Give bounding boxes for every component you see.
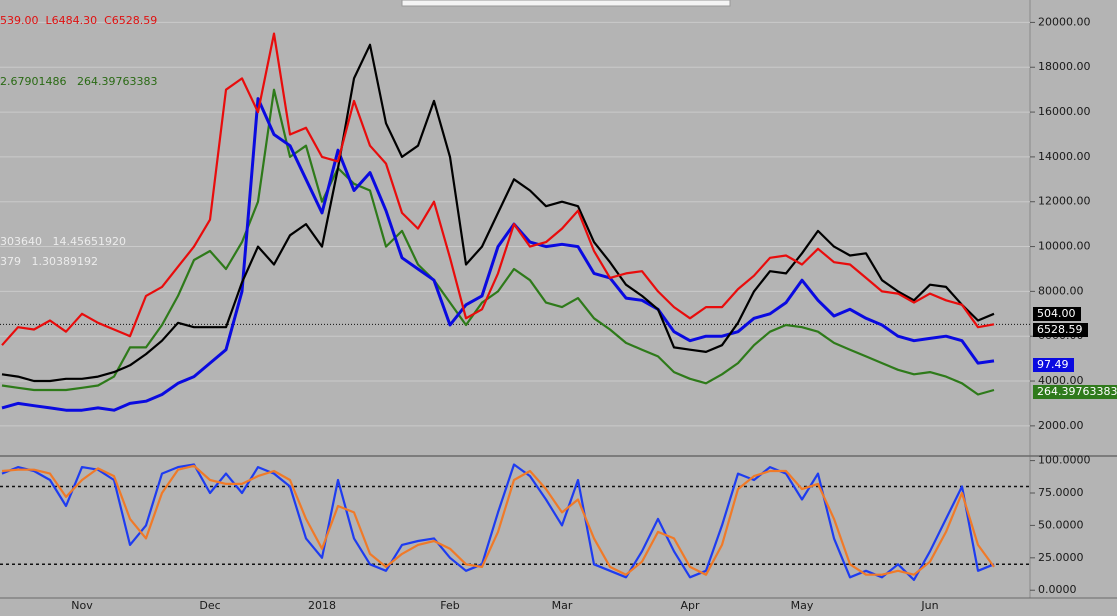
y-tick-label: 12000.00 xyxy=(1038,195,1091,208)
x-tick-label: Jun xyxy=(920,599,938,612)
info-text: 379 1.30389192 xyxy=(0,255,98,268)
x-tick-label: Dec xyxy=(199,599,220,612)
last-value-label: 6528.59 xyxy=(1037,323,1083,336)
info-text: 303640 14.45651920 xyxy=(0,235,126,248)
last-value-label: 504.00 xyxy=(1037,307,1076,320)
y-tick-label: 75.0000 xyxy=(1038,486,1084,499)
last-value-label: 97.49 xyxy=(1037,358,1069,371)
y-tick-label: 14000.00 xyxy=(1038,150,1091,163)
series-line xyxy=(1,97,995,412)
series-line xyxy=(1,88,995,396)
info-text: 539.00 L6484.30 C6528.59 xyxy=(0,14,157,27)
series-line xyxy=(1,464,995,576)
y-tick-label: 10000.00 xyxy=(1038,240,1091,253)
info-text: 2.67901486 264.39763383 xyxy=(0,75,157,88)
y-tick-label: 0.0000 xyxy=(1038,583,1077,596)
y-tick-label: 100.0000 xyxy=(1038,454,1091,467)
series-line xyxy=(1,43,995,383)
y-tick-label: 25.0000 xyxy=(1038,551,1084,564)
x-tick-label: Apr xyxy=(680,599,700,612)
last-value-box xyxy=(1033,323,1088,337)
toolbar-stub xyxy=(401,0,731,7)
last-value-box xyxy=(1033,307,1081,321)
x-tick-label: Mar xyxy=(552,599,573,612)
x-tick-label: Nov xyxy=(71,599,93,612)
y-tick-label: 20000.00 xyxy=(1038,15,1091,28)
y-tick-label: 8000.00 xyxy=(1038,284,1084,297)
series-line xyxy=(1,32,995,346)
y-tick-label: 4000.00 xyxy=(1038,374,1084,387)
x-tick-label: 2018 xyxy=(308,599,336,612)
last-value-box xyxy=(1033,385,1117,399)
series-line xyxy=(1,463,995,581)
y-tick-label: 16000.00 xyxy=(1038,105,1091,118)
x-tick-label: Feb xyxy=(440,599,459,612)
last-value-box xyxy=(1033,358,1074,372)
y-tick-label: 18000.00 xyxy=(1038,60,1091,73)
last-value-label: 264.39763383 xyxy=(1037,385,1117,398)
y-tick-label: 50.0000 xyxy=(1038,518,1084,531)
x-tick-label: May xyxy=(791,599,814,612)
y-tick-label: 2000.00 xyxy=(1038,419,1084,432)
